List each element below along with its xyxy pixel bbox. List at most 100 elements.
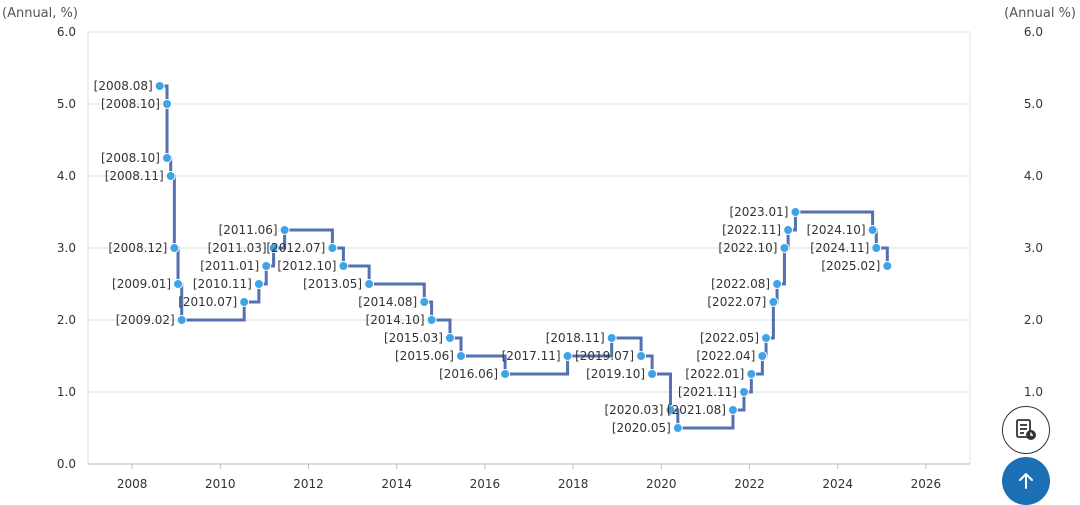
y-tick-label-right: 2.0 — [1024, 313, 1043, 327]
data-label: [2014.08] — [358, 295, 417, 309]
data-label: [2017.11] — [502, 349, 561, 363]
data-point — [757, 351, 768, 361]
data-point — [779, 243, 790, 253]
x-tick-label: 2010 — [205, 477, 236, 491]
data-point — [268, 243, 279, 253]
data-point — [790, 207, 801, 217]
y-tick-label: 5.0 — [57, 97, 76, 111]
data-label: [2023.01] — [729, 205, 788, 219]
y-tick-label-right: 5.0 — [1024, 97, 1043, 111]
y-tick-label: 4.0 — [57, 169, 76, 183]
data-label: [2024.11] — [810, 241, 869, 255]
data-point — [419, 297, 430, 307]
x-tick-label: 2026 — [911, 477, 942, 491]
x-tick-label: 2022 — [734, 477, 765, 491]
data-point — [500, 369, 511, 379]
data-label: [2009.02] — [116, 313, 175, 327]
data-points — [154, 81, 893, 433]
data-point — [647, 369, 658, 379]
data-point — [738, 387, 749, 397]
report-button[interactable] — [1002, 406, 1050, 454]
y-axis-unit-right: (Annual %) — [1004, 6, 1076, 21]
data-label: [2022.01] — [685, 367, 744, 381]
data-point — [162, 153, 173, 163]
data-point — [772, 279, 783, 289]
scroll-to-top-button[interactable] — [1002, 457, 1050, 505]
y-tick-label: 6.0 — [57, 25, 76, 39]
data-point — [562, 351, 573, 361]
data-label: [2022.04] — [696, 349, 755, 363]
series-line — [159, 84, 889, 430]
data-point — [746, 369, 757, 379]
step-line — [159, 84, 889, 430]
data-point — [169, 243, 180, 253]
data-label: [2014.10] — [366, 313, 425, 327]
data-label: [2015.03] — [384, 331, 443, 345]
x-tick-label: 2008 — [117, 477, 148, 491]
data-point — [162, 99, 173, 109]
y-tick-label: 3.0 — [57, 241, 76, 255]
data-label: [2022.07] — [707, 295, 766, 309]
data-point — [426, 315, 437, 325]
data-label: [2008.11] — [105, 169, 164, 183]
data-label: [2008.10] — [101, 97, 160, 111]
data-label: [2016.06] — [439, 367, 498, 381]
data-point — [761, 333, 772, 343]
data-label: [2021.08] — [667, 403, 726, 417]
data-point — [173, 279, 184, 289]
data-label: [2020.03] — [604, 403, 663, 417]
x-tick-label: 2014 — [381, 477, 412, 491]
data-point — [444, 333, 455, 343]
data-label: [2022.05] — [700, 331, 759, 345]
data-label: [2010.11] — [193, 277, 252, 291]
report-schedule-icon — [1016, 419, 1036, 440]
data-point — [165, 171, 176, 181]
y-tick-label-right: 1.0 — [1024, 385, 1043, 399]
data-point — [327, 243, 338, 253]
data-label: [2024.10] — [807, 223, 866, 237]
data-point — [783, 225, 794, 235]
data-label: [2008.10] — [101, 151, 160, 165]
data-label: [2020.05] — [612, 421, 671, 435]
data-label: [2009.01] — [112, 277, 171, 291]
data-point — [176, 315, 187, 325]
data-label: [2011.01] — [200, 259, 259, 273]
data-point — [768, 297, 779, 307]
x-tick-label: 2020 — [646, 477, 677, 491]
data-label: [2012.07] — [266, 241, 325, 255]
data-point — [871, 243, 882, 253]
data-point — [456, 351, 467, 361]
data-label: [2013.05] — [303, 277, 362, 291]
data-point — [727, 405, 738, 415]
data-label: [2012.10] — [277, 259, 336, 273]
data-label: [2018.11] — [546, 331, 605, 345]
data-label: [2008.12] — [108, 241, 167, 255]
x-tick-label: 2012 — [293, 477, 324, 491]
arrow-up-icon — [1019, 473, 1033, 489]
x-tick-label: 2016 — [470, 477, 501, 491]
y-tick-label-right: 3.0 — [1024, 241, 1043, 255]
data-label: [2011.06] — [219, 223, 278, 237]
data-point — [338, 261, 349, 271]
data-labels: [2008.08] [2008.10] [2008.10] [2008.11] [200… — [94, 79, 881, 435]
data-point — [154, 81, 165, 91]
data-label: [2019.07] — [575, 349, 634, 363]
y-tick-label: 1.0 — [57, 385, 76, 399]
data-point — [364, 279, 375, 289]
axes: 6.0 6.0 5.0 5.0 4.0 4.0 3.0 3.0 2.0 2.0 1.0 1.0 0.0 2… — [57, 25, 1043, 491]
y-axis-unit-left: (Annual, %) — [2, 6, 78, 21]
data-point — [279, 225, 290, 235]
grid — [87, 31, 971, 465]
y-tick-label: 0.0 — [57, 457, 76, 471]
data-label: [2008.08] — [94, 79, 153, 93]
data-label: [2011.03] — [208, 241, 267, 255]
data-label: [2021.11] — [678, 385, 737, 399]
data-point — [261, 261, 272, 271]
x-tick-label: 2018 — [558, 477, 589, 491]
data-point — [239, 297, 250, 307]
data-point — [867, 225, 878, 235]
data-label: [2022.10] — [718, 241, 777, 255]
data-point — [672, 423, 683, 433]
y-tick-label-right: 6.0 — [1024, 25, 1043, 39]
